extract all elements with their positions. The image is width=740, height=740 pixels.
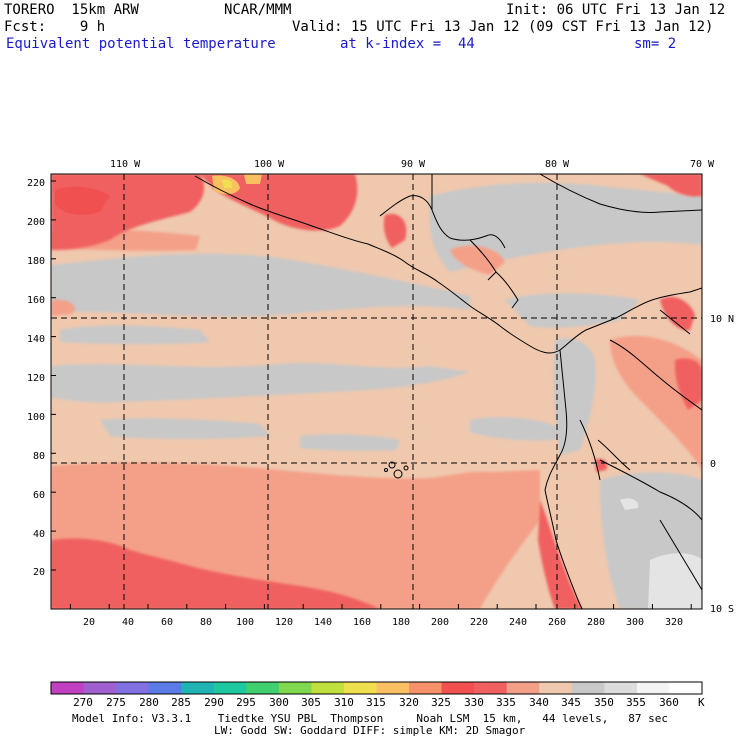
valid-time: Valid: 15 UTC Fri 13 Jan 12 (09 CST Fri … (292, 19, 714, 35)
map-frame (50, 173, 703, 610)
colorbar-swatch (181, 682, 215, 694)
y-tick-label: 40 (33, 529, 45, 540)
colorbar-label: 335 (496, 696, 516, 709)
x-tick-label: 60 (161, 617, 173, 628)
field-325-330 (55, 186, 110, 215)
colorbar-swatch (51, 682, 85, 694)
y-tick-label: 160 (27, 295, 45, 306)
colorbar-swatch (474, 682, 508, 694)
colorbar (51, 682, 703, 694)
colorbar-swatch (343, 682, 377, 694)
model-name: TORERO 15km ARW (4, 2, 139, 18)
lat-label-0: 0 (710, 459, 716, 470)
colorbar-swatch (604, 682, 638, 694)
colorbar-label: 315 (366, 696, 386, 709)
y-tick-label: 80 (33, 451, 45, 462)
colorbar-label: 340 (529, 696, 549, 709)
colorbar-label: 360 (659, 696, 679, 709)
theta-e-field (51, 174, 702, 609)
x-tick-label: 320 (665, 617, 683, 628)
forecast-hour: Fcst: 9 h (4, 19, 106, 35)
x-tick-label: 280 (587, 617, 605, 628)
y-tick-label: 100 (27, 412, 45, 423)
x-tick-label: 140 (314, 617, 332, 628)
colorbar-unit: K (698, 696, 705, 709)
colorbar-label: 355 (626, 696, 646, 709)
colorbar-label: 320 (399, 696, 419, 709)
colorbar-label: 285 (171, 696, 191, 709)
x-tick-label: 200 (431, 617, 449, 628)
lat-lon-grid (51, 174, 702, 609)
colorbar-swatch (539, 682, 573, 694)
x-tick-label: 260 (548, 617, 566, 628)
lon-label-110w: 110 W (110, 159, 141, 170)
lon-label-80w: 80 W (545, 159, 570, 170)
model-center: NCAR/MMM (224, 2, 292, 18)
lat-label-10s: 10 S (710, 604, 734, 615)
model-info-line2: LW: Godd SW: Goddard DIFF: simple KM: 2D… (214, 724, 526, 737)
galapagos-islands (384, 461, 409, 479)
smoothing: sm= 2 (634, 36, 677, 52)
colorbar-swatch (376, 682, 410, 694)
colorbar-swatch (506, 682, 540, 694)
colorbar-swatch (116, 682, 150, 694)
lat-label-10n: 10 N (710, 314, 734, 325)
lon-label-90w: 90 W (401, 159, 426, 170)
field-name: Equivalent potential temperature (6, 36, 276, 52)
colorbar-swatch (636, 682, 670, 694)
x-tick-label: 20 (83, 617, 95, 628)
init-time: Init: 06 UTC Fri 13 Jan 12 (506, 2, 726, 18)
colorbar-swatch (571, 682, 605, 694)
lon-label-70w: 70 W (690, 159, 715, 170)
axis-ticks (51, 180, 692, 609)
x-tick-label: 120 (275, 617, 293, 628)
colorbar-swatch (669, 682, 703, 694)
colorbar-swatch (213, 682, 247, 694)
field-310-315 (222, 179, 233, 188)
y-tick-label: 140 (27, 334, 45, 345)
colorbar-swatch (246, 682, 280, 694)
colorbar-label: 290 (204, 696, 224, 709)
x-tick-label: 40 (122, 617, 134, 628)
y-tick-label: 120 (27, 373, 45, 384)
colorbar-labels: 270 275 280 285 290 295 300 305 310 315 … (73, 696, 705, 709)
x-tick-label: 300 (626, 617, 644, 628)
y-tick-label: 180 (27, 256, 45, 267)
colorbar-swatch (441, 682, 475, 694)
y-tick-label: 60 (33, 490, 45, 501)
colorbar-label: 345 (561, 696, 581, 709)
colorbar-label: 270 (73, 696, 93, 709)
colorbar-swatch (148, 682, 182, 694)
colorbar-label: 350 (594, 696, 614, 709)
model-info-line1: Model Info: V3.3.1 Tiedtke YSU PBL Thomp… (72, 712, 669, 725)
x-tick-label: 180 (392, 617, 410, 628)
x-tick-label: 100 (236, 617, 254, 628)
x-tick-label: 220 (470, 617, 488, 628)
colorbar-label: 330 (464, 696, 484, 709)
colorbar-label: 275 (106, 696, 126, 709)
colorbar-swatch (409, 682, 443, 694)
y-tick-label: 200 (27, 217, 45, 228)
y-tick-label: 20 (33, 567, 45, 578)
x-tick-label: 160 (353, 617, 371, 628)
y-tick-label: 220 (27, 178, 45, 189)
lon-label-100w: 100 W (254, 159, 285, 170)
colorbar-label: 325 (431, 696, 451, 709)
field-345-350 (51, 182, 702, 609)
colorbar-label: 305 (301, 696, 321, 709)
x-tick-label: 240 (509, 617, 527, 628)
level-index: at k-index = 44 (340, 36, 475, 52)
x-tick-label: 80 (200, 617, 212, 628)
colorbar-label: 310 (334, 696, 354, 709)
colorbar-frame (50, 681, 703, 695)
colorbar-swatch (278, 682, 312, 694)
colorbar-swatch (311, 682, 345, 694)
colorbar-label: 295 (236, 696, 256, 709)
colorbar-swatch (83, 682, 117, 694)
colorbar-label: 280 (139, 696, 159, 709)
colorbar-label: 300 (269, 696, 289, 709)
